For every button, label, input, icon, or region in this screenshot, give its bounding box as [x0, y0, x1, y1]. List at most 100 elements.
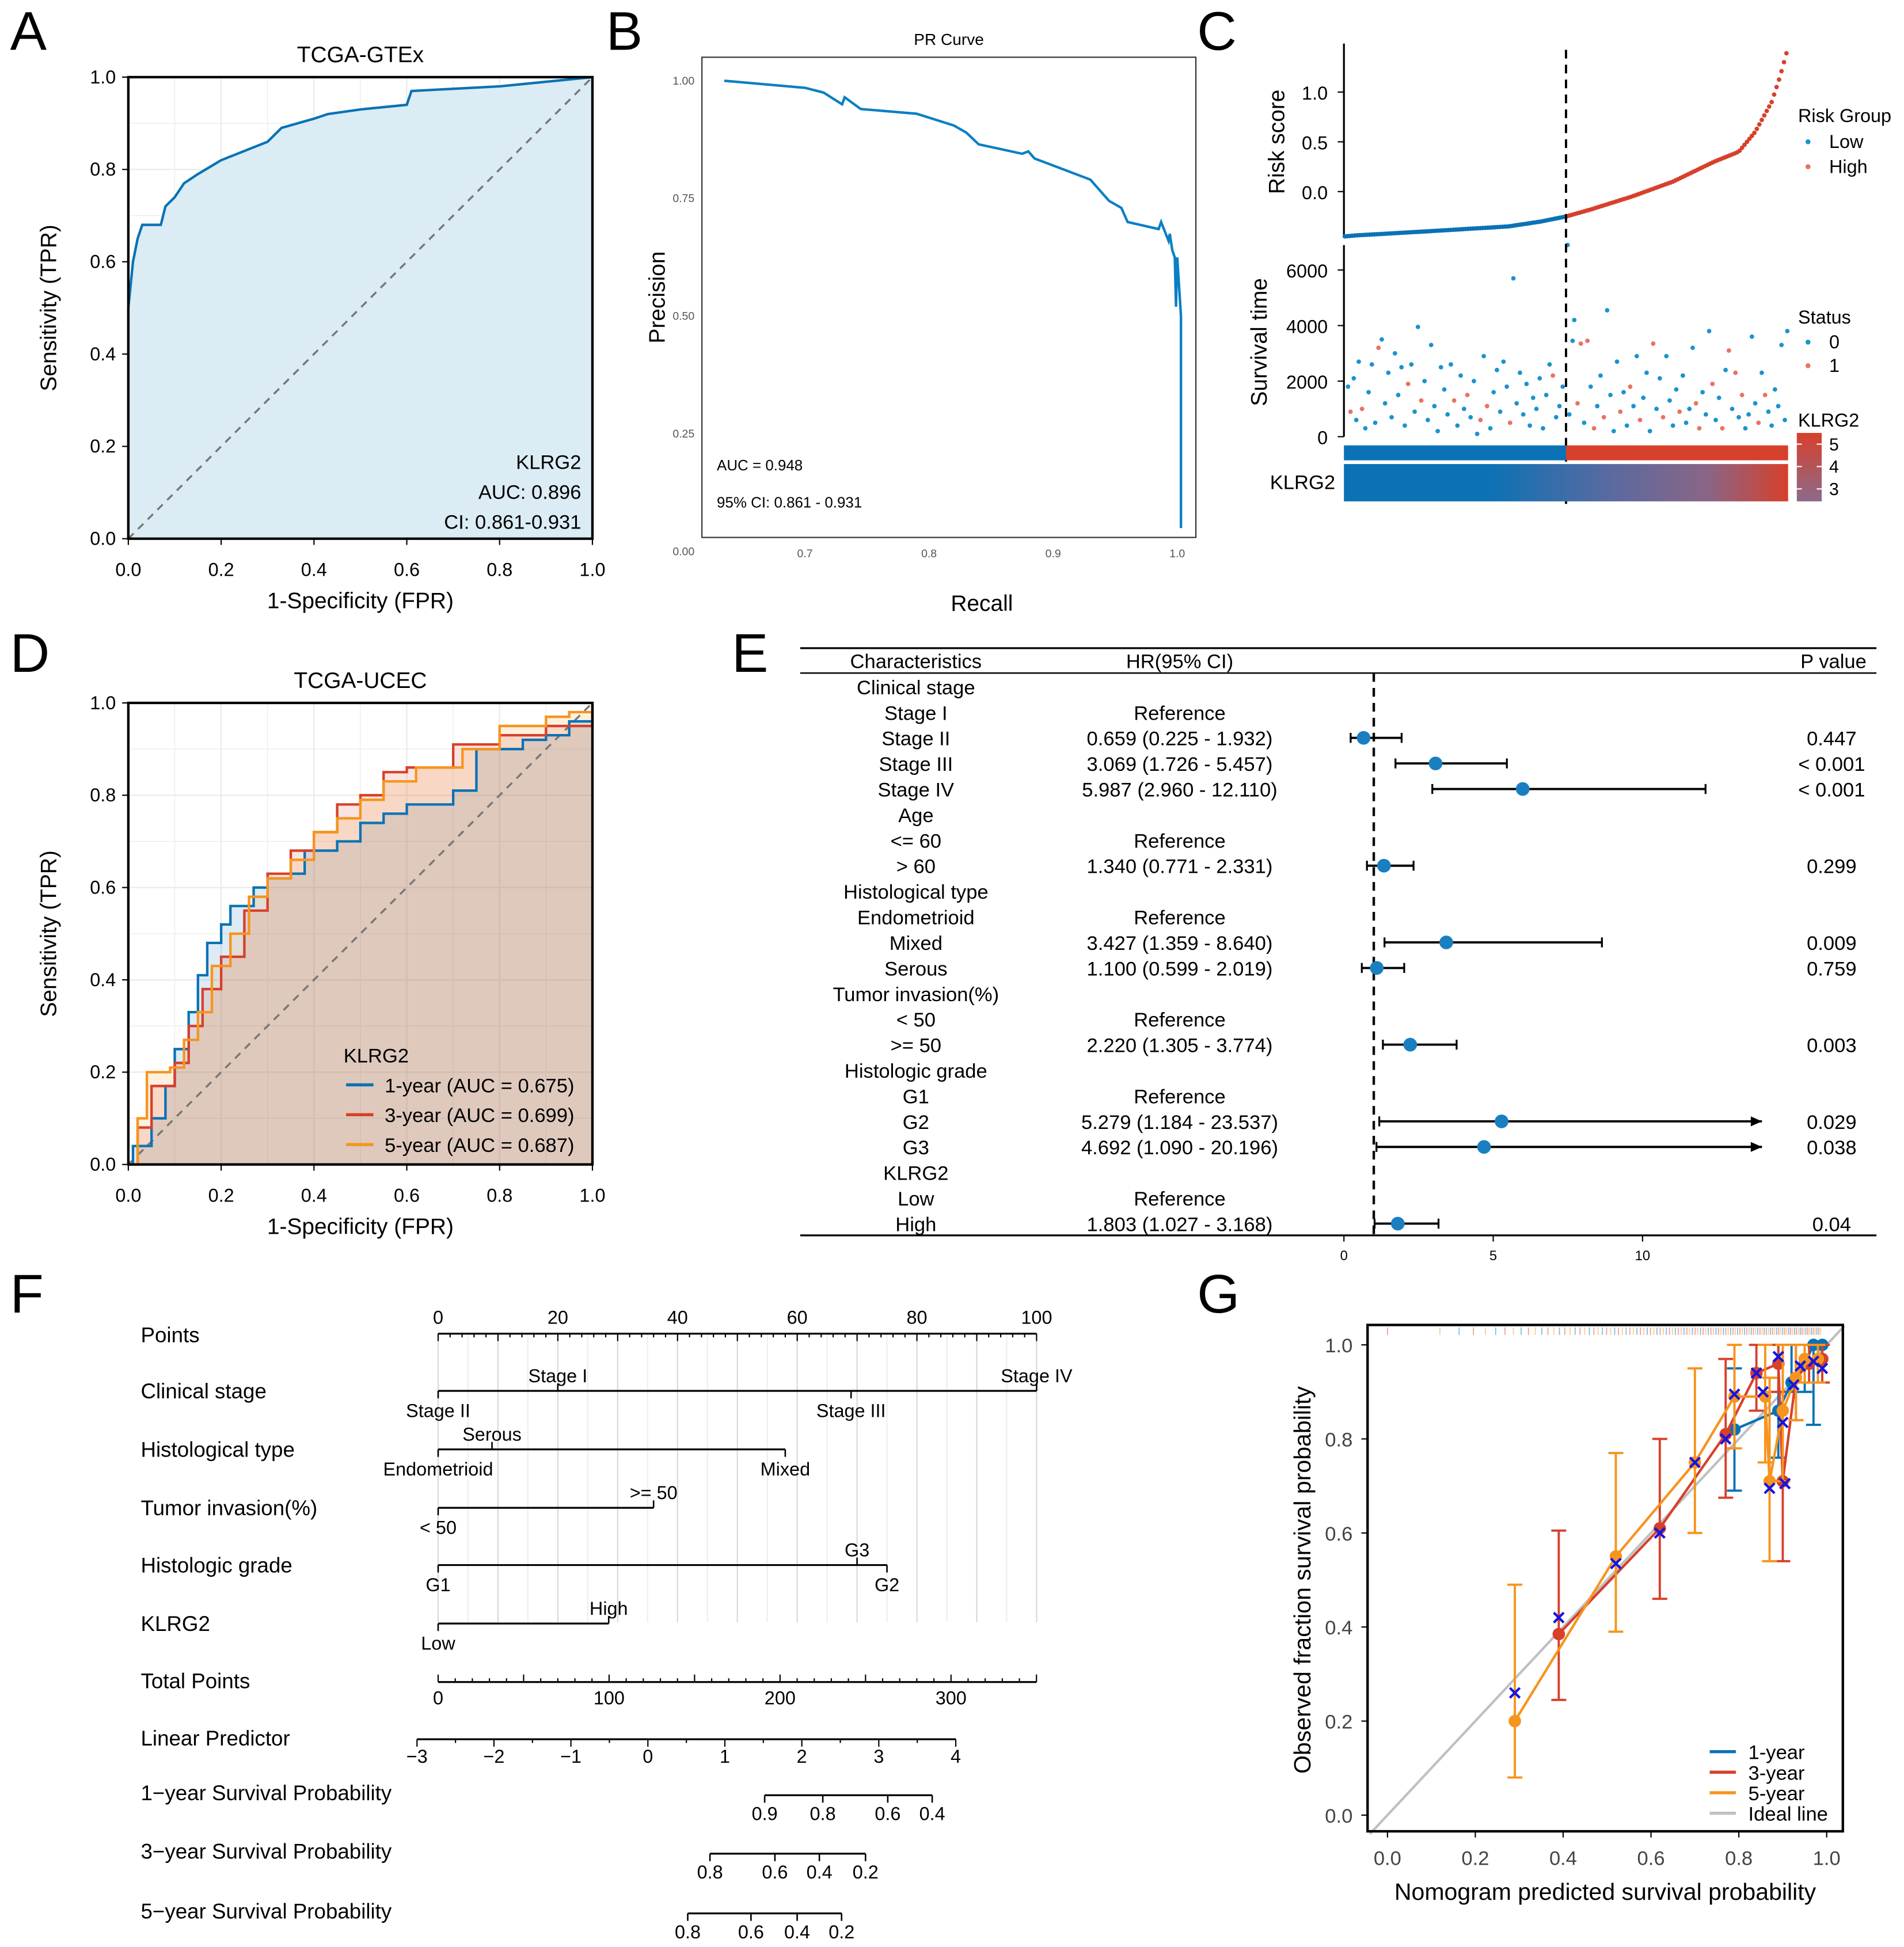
survival-point	[1785, 329, 1790, 334]
legend-label: 5-year	[1749, 1783, 1805, 1805]
y-tick-label: 0.2	[90, 1062, 116, 1082]
survival-point	[1591, 426, 1597, 431]
row-label: < 50	[896, 1009, 936, 1031]
survival-point	[1392, 351, 1397, 356]
survival-point	[1409, 362, 1414, 367]
hr-value: 5.987 (2.960 - 12.110)	[1082, 779, 1277, 801]
y-tick-label: 0.0	[90, 1154, 116, 1175]
calibration-point	[1728, 1390, 1741, 1403]
survival-point	[1544, 393, 1549, 398]
legend-label: 1	[1829, 355, 1840, 376]
lp-tick-label: 1	[720, 1746, 730, 1767]
chart-title: TCGA-GTEx	[297, 43, 424, 67]
legend-dot	[1805, 139, 1811, 144]
survival-point	[1605, 308, 1610, 313]
points-tick-label: 0	[433, 1307, 443, 1328]
survival-point	[1624, 423, 1629, 428]
chart-title: PR Curve	[914, 31, 984, 48]
cross-marker	[1764, 1482, 1776, 1495]
survival-point	[1575, 401, 1580, 406]
y-tick-label: 0.4	[90, 344, 116, 364]
cross-marker	[1757, 1386, 1769, 1398]
calibration-point	[1552, 1627, 1565, 1641]
x-tick-label: 0.0	[115, 560, 141, 580]
row-label: High	[895, 1214, 936, 1235]
survival-point	[1426, 417, 1430, 423]
legend-label: 1-year	[1749, 1742, 1805, 1764]
survival-point	[1458, 373, 1463, 378]
auc-annotation: AUC: 0.896	[478, 482, 582, 504]
hr-value: Reference	[1134, 1086, 1225, 1108]
survival-point	[1472, 379, 1476, 383]
survival-point	[1511, 276, 1516, 281]
survival-point	[1348, 409, 1353, 414]
survival-point	[1560, 384, 1565, 389]
x-tick-label: 0.8	[1725, 1847, 1753, 1869]
cross-marker	[1553, 1611, 1565, 1624]
points-tick-label: 40	[667, 1307, 688, 1328]
total-points-tick-label: 300	[936, 1688, 967, 1709]
row-label: Stage III	[879, 754, 953, 775]
hr-value: Reference	[1134, 1188, 1225, 1210]
survival-point	[1707, 329, 1712, 334]
y-tick-label: 0.50	[672, 310, 694, 323]
p-value: < 0.001	[1798, 754, 1865, 775]
cross-marker	[1750, 1367, 1762, 1379]
plot-border	[127, 701, 594, 1166]
colorbar-label: 4	[1829, 458, 1839, 477]
x-tick-label: 10	[1635, 1248, 1650, 1264]
y-axis-title: Observed fraction survival probability	[1289, 1386, 1316, 1774]
survival-point	[1690, 345, 1695, 350]
survival-point	[1570, 339, 1575, 343]
risk-score-point	[1764, 108, 1769, 113]
survival-tick-label: 0.6	[762, 1862, 788, 1883]
hr-value: Reference	[1134, 907, 1225, 929]
row-label: KLRG2	[883, 1163, 948, 1185]
survival-point	[1595, 404, 1600, 409]
row-label: Low	[898, 1188, 934, 1210]
survival-point	[1733, 370, 1738, 375]
hr-value: Reference	[1134, 702, 1225, 724]
legend-label: Low	[1829, 131, 1864, 152]
cross-marker	[1610, 1557, 1622, 1570]
legend-title: KLRG2	[344, 1045, 409, 1067]
hr-point	[1370, 961, 1384, 975]
survival-point	[1474, 431, 1480, 436]
x-tick-label: 0.4	[301, 1185, 327, 1206]
plot-border	[1366, 1324, 1844, 1833]
survival-point	[1693, 401, 1698, 406]
survival-point	[1351, 376, 1356, 381]
survival-tick-label: 0.9	[752, 1804, 778, 1824]
survival-point	[1366, 390, 1371, 395]
x-axis-title: 1-Specificity (FPR)	[267, 589, 454, 614]
y-axis-title: Precision	[645, 252, 670, 344]
survival-point	[1422, 379, 1427, 383]
y-tick-label: 0.75	[672, 192, 694, 205]
hr-value: 3.427 (1.359 - 8.640)	[1087, 933, 1273, 955]
survival-point	[1680, 373, 1685, 378]
survival-point	[1713, 417, 1718, 423]
risk-score-point	[1757, 122, 1762, 127]
survival-point	[1354, 417, 1359, 423]
survival-point	[1553, 415, 1559, 420]
risk-score-point	[1766, 104, 1772, 109]
lp-tick-label: 4	[951, 1746, 961, 1767]
y-axis-title: Sensitivity (TPR)	[37, 225, 62, 391]
survival-point	[1641, 396, 1646, 400]
x-tick-label: 0.8	[487, 1185, 512, 1206]
y-tick-label: 6000	[1286, 261, 1328, 282]
level-label: Stage III	[816, 1400, 886, 1421]
row-label: G3	[903, 1137, 929, 1159]
roc-area-1	[128, 702, 592, 1165]
row-label: Linear Predictor	[141, 1727, 290, 1750]
lp-tick-label: −3	[406, 1746, 428, 1767]
hr-point	[1439, 936, 1453, 949]
row-label: >= 50	[891, 1035, 941, 1057]
hr-value: Reference	[1134, 830, 1225, 852]
calibration-point	[1508, 1714, 1521, 1728]
cross-marker	[1777, 1416, 1789, 1429]
risk-group-bar-high	[1565, 445, 1788, 461]
level-label: G1	[425, 1575, 450, 1595]
survival-point	[1386, 370, 1391, 375]
risk-score-point	[1745, 139, 1750, 144]
